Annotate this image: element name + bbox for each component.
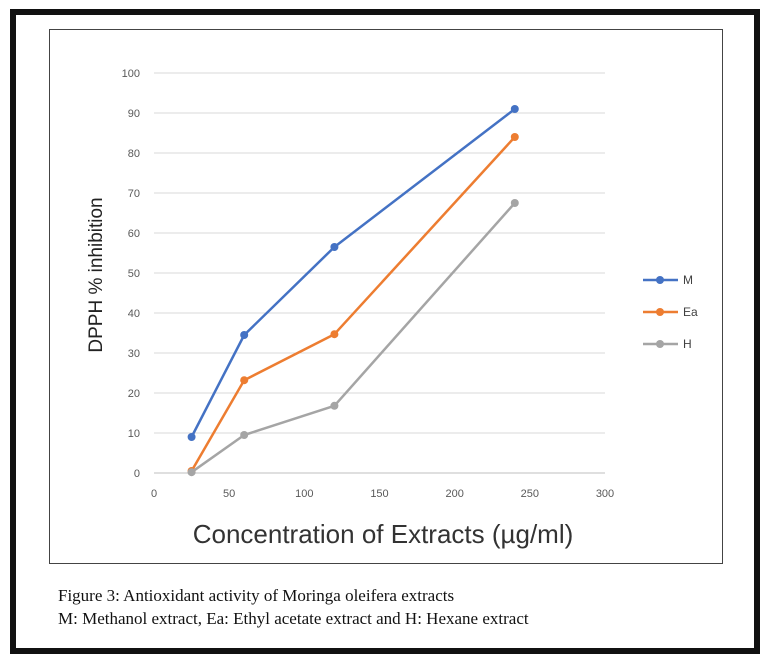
data-point <box>187 433 196 441</box>
x-tick-label: 150 <box>370 488 388 500</box>
y-tick-label: 80 <box>128 148 140 160</box>
legend-item: H <box>643 337 692 351</box>
legend-marker <box>656 340 664 348</box>
y-tick-label: 100 <box>122 68 140 80</box>
data-point <box>240 331 249 339</box>
gridlines <box>154 72 605 474</box>
y-tick-label: 0 <box>134 468 140 480</box>
data-point <box>510 133 519 141</box>
legend-item: Ea <box>643 305 698 319</box>
x-axis-label: Concentration of Extracts (µg/ml) <box>193 519 574 549</box>
series-lines <box>187 105 519 477</box>
y-tick-label: 50 <box>128 268 140 280</box>
legend-label: H <box>683 337 692 351</box>
x-tick-label: 200 <box>445 488 463 500</box>
y-tick-label: 70 <box>128 188 140 200</box>
data-point <box>510 199 519 207</box>
x-tick-label: 250 <box>521 488 539 500</box>
figure-frame: 0 10 20 30 40 50 60 70 80 90 100 0 50 100 150 200 250 30… <box>10 9 760 654</box>
x-tick-label: 50 <box>223 488 235 500</box>
y-tick-label: 40 <box>128 308 140 320</box>
y-tick-labels: 0 10 20 30 40 50 60 70 80 90 100 <box>122 68 140 480</box>
legend-label: Ea <box>683 305 698 319</box>
data-point <box>240 376 249 385</box>
legend-marker <box>656 276 664 284</box>
y-tick-label: 10 <box>128 428 140 440</box>
series-ea <box>187 133 519 475</box>
data-point <box>330 330 339 339</box>
data-point <box>240 431 249 439</box>
series-h <box>187 199 519 477</box>
legend: M Ea H <box>643 273 698 351</box>
line-chart: 0 10 20 30 40 50 60 70 80 90 100 0 50 100 150 200 250 30… <box>86 68 698 549</box>
data-point <box>510 105 519 113</box>
data-point <box>187 468 196 477</box>
y-tick-label: 20 <box>128 388 140 400</box>
x-tick-labels: 0 50 100 150 200 250 300 <box>151 488 614 500</box>
data-point <box>330 401 339 410</box>
legend-marker <box>656 308 664 316</box>
legend-label: M <box>683 273 693 287</box>
y-tick-label: 90 <box>128 108 140 120</box>
y-tick-label: 30 <box>128 348 140 360</box>
series-line <box>190 202 516 474</box>
data-point <box>330 243 339 251</box>
figure-caption-title: Figure 3: Antioxidant activity of Moring… <box>58 586 455 605</box>
legend-item: M <box>643 273 693 287</box>
chart-area: 0 10 20 30 40 50 60 70 80 90 100 0 50 100 150 200 250 30… <box>49 29 723 564</box>
y-tick-label: 60 <box>128 228 140 240</box>
x-tick-label: 100 <box>295 488 313 500</box>
x-tick-label: 0 <box>151 488 157 500</box>
series-line <box>190 108 516 438</box>
x-tick-label: 300 <box>596 488 614 500</box>
series-line <box>190 136 516 472</box>
series-m <box>187 105 519 441</box>
y-axis-label: DPPH % inhibition <box>86 197 107 352</box>
figure-caption-legend-key: M: Methanol extract, Ea: Ethyl acetate e… <box>58 609 529 628</box>
